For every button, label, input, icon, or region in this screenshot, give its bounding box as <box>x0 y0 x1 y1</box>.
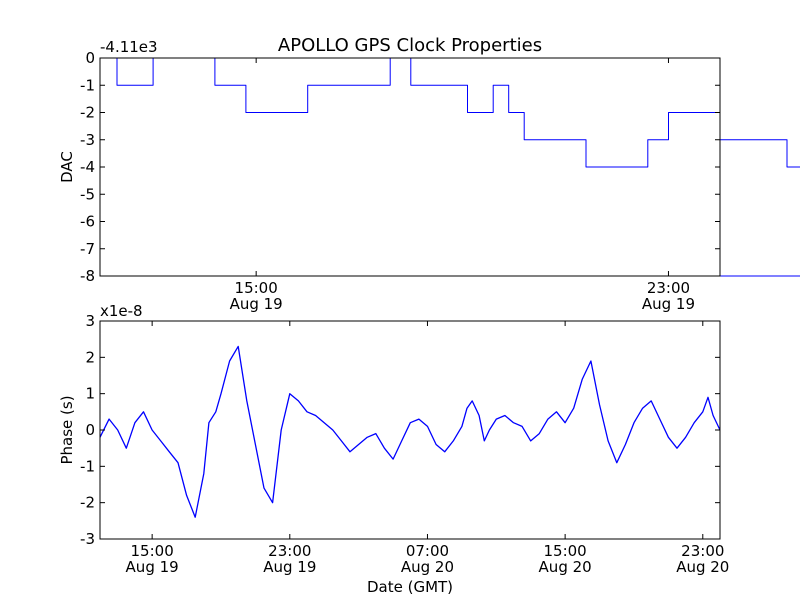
dac-y-tick-label: -8 <box>80 267 95 285</box>
phase-x-tick-time: 15:00 <box>544 542 587 560</box>
phase-x-tick-time: 23:00 <box>268 542 311 560</box>
dac-x-tick-date: Aug 19 <box>230 295 283 313</box>
phase-x-tick-date: Aug 19 <box>126 558 179 576</box>
phase-x-tick-date: Aug 20 <box>676 558 729 576</box>
dac-y-tick-label: -5 <box>80 185 95 203</box>
phase-y-tick-label: -3 <box>80 530 95 548</box>
phase-y-tick-label: -2 <box>80 494 95 512</box>
phase-x-tick-time: 15:00 <box>131 542 174 560</box>
phase-y-tick-label: 0 <box>85 421 95 439</box>
phase-y-ticks: 3 2 1 0 -1 -2 -3 <box>80 312 720 548</box>
phase-x-tick-date: Aug 20 <box>539 558 592 576</box>
phase-series-group <box>99 345 721 518</box>
dac-y-tick-label: -7 <box>80 240 95 258</box>
dac-y-ticks: 0 -1 -2 -3 -4 -5 -6 -7 -8 <box>80 49 720 285</box>
dac-series-line <box>100 57 800 277</box>
dac-series-group <box>100 57 800 277</box>
dac-y-tick-label: -3 <box>80 131 95 149</box>
phase-y-tick-label: 1 <box>85 385 95 403</box>
dac-y-axis-label: DAC <box>58 151 76 183</box>
phase-y-tick-label: 2 <box>85 348 95 366</box>
phase-y-axis-label: Phase (s) <box>58 395 76 464</box>
dac-x-tick-time: 15:00 <box>235 279 278 297</box>
dac-y-tick-label: -1 <box>80 76 95 94</box>
dac-offset-text: -4.11e3 <box>100 38 158 56</box>
figure-title: APOLLO GPS Clock Properties <box>278 35 542 56</box>
dac-y-tick-label: -6 <box>80 213 95 231</box>
phase-x-tick-date: Aug 20 <box>401 558 454 576</box>
phase-y-tick-label: 3 <box>85 312 95 330</box>
phase-x-axis-label: Date (GMT) <box>367 578 453 596</box>
dac-x-tick-time: 23:00 <box>647 279 690 297</box>
phase-offset-text: x1e-8 <box>100 302 143 320</box>
dac-y-tick-label: -2 <box>80 104 95 122</box>
phase-axes-frame <box>99 320 721 540</box>
dac-y-tick-label: -4 <box>80 158 95 176</box>
phase-x-tick-time: 23:00 <box>681 542 724 560</box>
phase-y-tick-label: -1 <box>80 457 95 475</box>
phase-x-tick-date: Aug 19 <box>263 558 316 576</box>
dac-x-tick-date: Aug 19 <box>642 295 695 313</box>
dac-y-tick-label: 0 <box>85 49 95 67</box>
phase-series-line <box>99 345 721 518</box>
phase-x-tick-time: 07:00 <box>406 542 449 560</box>
